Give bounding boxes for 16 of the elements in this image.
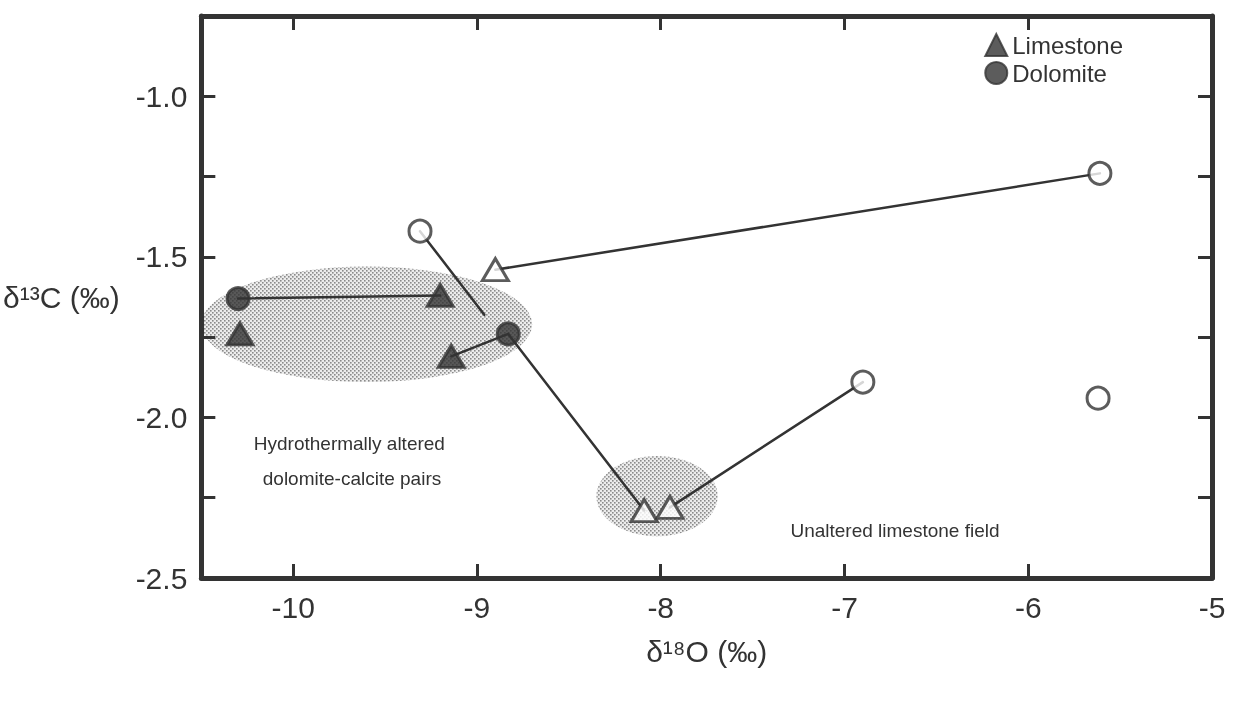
y-tick-label: -2.5 (135, 561, 188, 595)
annotation: Hydrothermally altered dolomite-calcite pairs (253, 433, 451, 489)
x-tick-label: -6 (1014, 590, 1042, 624)
x-tick-label: -7 (831, 590, 858, 624)
y-tick-label: -1.0 (135, 79, 188, 113)
x-tick-label: -8 (647, 590, 675, 624)
legend-label: Limestone (1012, 31, 1123, 59)
x-tick-label: -5 (1198, 590, 1226, 624)
y-tick-label: -1.5 (135, 240, 188, 274)
x-tick-label: -10 (271, 590, 315, 624)
y-axis-title: δ¹³C (‰) (2, 280, 120, 314)
legend-label: Dolomite (1012, 59, 1107, 87)
x-tick-label: -9 (463, 590, 491, 624)
x-axis-title: δ¹⁸O (‰) (646, 634, 768, 668)
annotation: Unaltered limestone field (790, 519, 1000, 541)
y-tick-label: -2.0 (135, 400, 188, 434)
